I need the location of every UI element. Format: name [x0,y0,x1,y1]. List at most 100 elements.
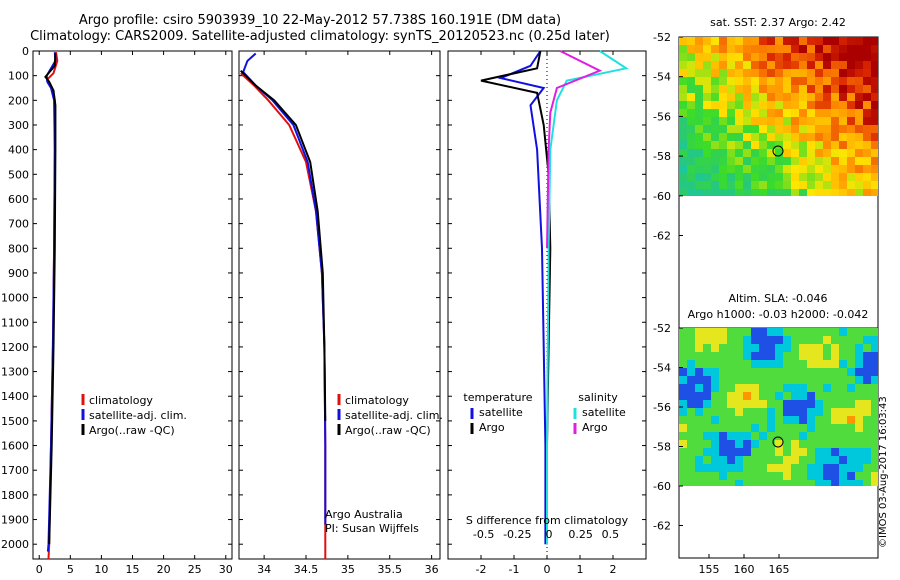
map-cell [695,101,703,109]
map-cell [775,69,783,77]
map-cell [735,93,743,101]
map-cell [783,376,791,384]
map-cell [791,173,799,181]
map-cell [823,472,831,480]
map-cell [791,45,799,53]
map-cell [703,424,711,432]
map-cell [679,117,687,125]
map-cell [775,37,783,45]
map-cell [759,173,767,181]
map-cell [719,464,727,472]
map-cell [751,69,759,77]
map-cell [767,181,775,189]
map-cell [831,69,839,77]
map-cell [815,173,823,181]
map-cell [847,368,855,376]
map-cell [703,440,711,448]
map-cell [799,133,807,141]
map-cell [783,125,791,133]
map-cell [823,392,831,400]
map-cell [871,117,878,125]
map-cell [703,376,711,384]
map-cell [855,93,863,101]
map-cell [759,352,767,360]
map-cell [863,77,871,85]
map-cell [815,336,823,344]
map-cell [743,37,751,45]
map-cell [735,352,743,360]
map-cell [863,472,871,480]
map-cell [839,45,847,53]
map-cell [855,408,863,416]
x-tick-label: 34.5 [294,563,319,576]
map-cell [871,69,878,77]
map-cell [831,352,839,360]
map-cell [807,125,815,133]
map-cell [831,448,839,456]
map-cell [847,69,855,77]
map-cell [751,165,759,173]
map-cell [831,37,839,45]
map-cell [823,173,831,181]
map-cell [727,93,735,101]
map-cell [775,125,783,133]
copyright-label: ©IMOS 03-Aug-2017 16:03:43 [878,396,889,548]
map-cell [855,133,863,141]
map-cell [791,109,799,117]
map-cell [703,117,711,125]
map-cell [815,384,823,392]
map-cell [687,101,695,109]
map-cell [711,376,719,384]
map-cell [759,189,767,196]
map-cell [847,101,855,109]
map-cell [839,400,847,408]
map-cell [751,125,759,133]
map-cell [751,181,759,189]
map-cell [823,456,831,464]
map-cell [783,448,791,456]
map-cell [719,416,727,424]
map-cell [719,336,727,344]
map-cell [807,109,815,117]
legend-label: satellite [582,406,626,419]
map-cell [783,133,791,141]
legend-label: Argo [582,421,608,434]
map-cell [759,157,767,165]
map-y-tick-label: -54 [653,362,671,375]
map-cell [711,440,719,448]
map-cell [727,440,735,448]
map-cell [791,53,799,61]
map-cell [695,376,703,384]
map-cell [807,360,815,368]
map-cell [751,336,759,344]
top-x-tick-label: 0 [545,528,552,541]
map-cell [759,69,767,77]
map-cell [839,336,847,344]
map-cell [711,328,719,336]
map-cell [751,77,759,85]
map-cell [839,173,847,181]
map-cell [751,416,759,424]
map-cell [759,344,767,352]
map-cell [791,149,799,157]
map-cell [735,69,743,77]
map-cell [743,109,751,117]
map-cell [815,464,823,472]
map-cell [751,480,759,486]
map-cell [831,424,839,432]
map-cell [847,125,855,133]
series-line-argo [44,53,57,545]
map-raster-1 [679,328,878,486]
legend-label: satellite-adj. clim. [345,409,443,422]
map-cell [815,181,823,189]
map-cell [823,424,831,432]
map-cell [759,360,767,368]
map-cell [783,352,791,360]
map-cell [823,149,831,157]
map-cell [679,440,687,448]
map-cell [679,392,687,400]
map-cell [831,464,839,472]
map-cell [759,149,767,157]
map-cell [791,181,799,189]
map-cell [735,189,743,196]
